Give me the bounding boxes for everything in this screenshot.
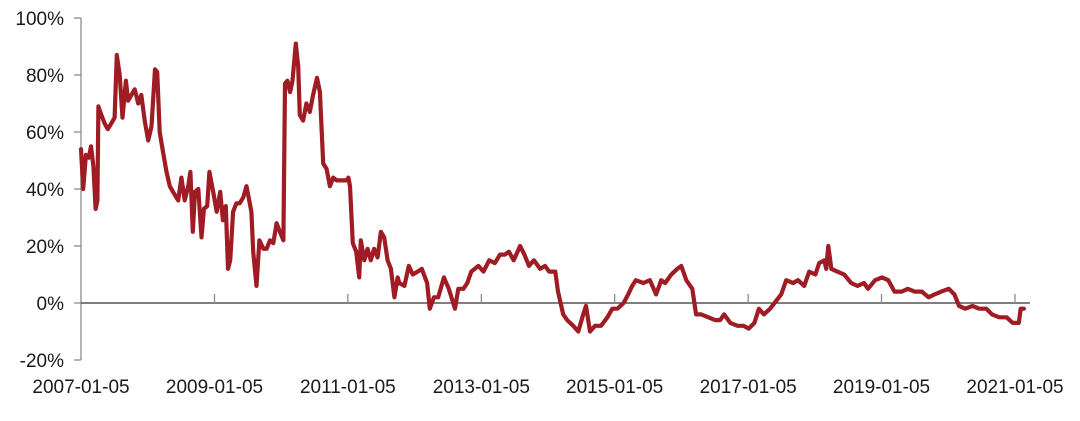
y-tick-label: 80% [26, 66, 64, 87]
x-tick-label: 2009-01-05 [166, 377, 263, 398]
y-tick-label: 100% [15, 9, 64, 30]
x-tick-label: 2007-01-05 [32, 377, 129, 398]
x-tick-label: 2015-01-05 [566, 377, 663, 398]
y-tick-label: -20% [20, 351, 64, 372]
x-tick-label: 2019-01-05 [833, 377, 930, 398]
x-tick-label: 2021-01-05 [966, 377, 1063, 398]
y-axis: -20% 0% 20% 40% 60% 80% 100% [15, 9, 82, 372]
y-tick-label: 0% [37, 294, 65, 315]
y-tick-label: 20% [26, 237, 64, 258]
x-tick-label: 2011-01-05 [300, 377, 396, 398]
x-tick-label: 2013-01-05 [433, 377, 530, 398]
y-tick-label: 40% [26, 180, 64, 201]
x-axis: 2007-01-05 2009-01-05 2011-01-05 2013-01-05… [32, 294, 1064, 398]
series-line [78, 41, 1026, 334]
x-tick-label: 2017-01-05 [700, 377, 797, 398]
y-tick-label: 60% [26, 123, 64, 144]
